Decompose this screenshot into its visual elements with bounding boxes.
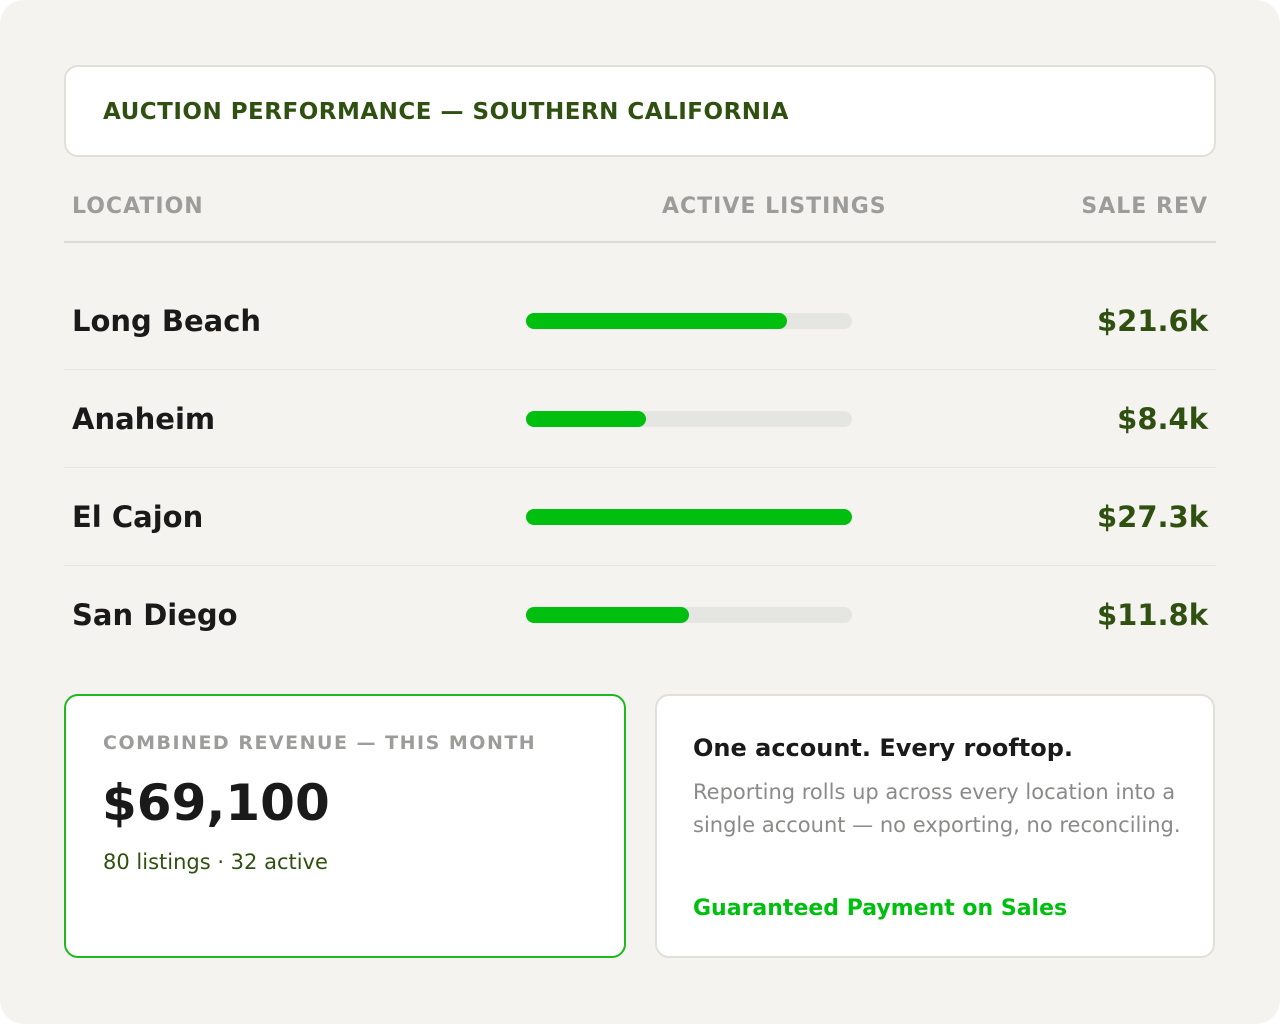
revenue: $21.6k xyxy=(1096,304,1208,338)
info-title: One account. Every rooftop. xyxy=(693,734,1074,762)
revenue: $8.4k xyxy=(1117,402,1208,436)
location: Anaheim xyxy=(72,402,216,436)
bar-track xyxy=(526,313,852,329)
info-body: Reporting rolls up across every location… xyxy=(693,780,1181,837)
revenue: $11.8k xyxy=(1096,598,1208,632)
column-header: ACTIVE LISTINGS xyxy=(662,194,887,219)
divider xyxy=(64,241,1216,243)
row-separator xyxy=(64,467,1216,468)
info-link[interactable]: Guaranteed Payment on Sales xyxy=(693,896,1068,921)
column-header: LOCATION xyxy=(72,194,204,219)
bar xyxy=(526,509,852,525)
revenue: $27.3k xyxy=(1096,500,1208,534)
table-row: San Diego $11.8k xyxy=(64,566,1216,664)
bar-track xyxy=(526,607,852,623)
bar xyxy=(526,313,787,329)
row-separator xyxy=(64,565,1216,566)
header-title: AUCTION PERFORMANCE — SOUTHERN CALIFORNI… xyxy=(103,99,789,125)
table-row: Anaheim $8.4k xyxy=(64,370,1216,468)
row-separator xyxy=(64,369,1216,370)
header-card: AUCTION PERFORMANCE — SOUTHERN CALIFORNI… xyxy=(64,65,1216,157)
summary-detail: 80 listings · 32 active xyxy=(103,850,328,874)
table-row: El Cajon $27.3k xyxy=(64,468,1216,566)
location: Long Beach xyxy=(72,304,262,338)
summary-value: $69,100 xyxy=(102,774,330,832)
column-header: SALE REV xyxy=(1081,194,1208,219)
bar-track xyxy=(526,509,852,525)
location: El Cajon xyxy=(72,500,204,534)
info-card: One account. Every rooftop. Reporting ro… xyxy=(655,694,1215,958)
summary-card: COMBINED REVENUE — THIS MONTH $69,100 80… xyxy=(64,694,626,958)
location: San Diego xyxy=(72,598,238,632)
table-row: Long Beach $21.6k xyxy=(64,272,1216,370)
bar xyxy=(526,411,646,427)
bar xyxy=(526,607,689,623)
bar-track xyxy=(526,411,852,427)
summary-label: COMBINED REVENUE — THIS MONTH xyxy=(103,732,537,754)
